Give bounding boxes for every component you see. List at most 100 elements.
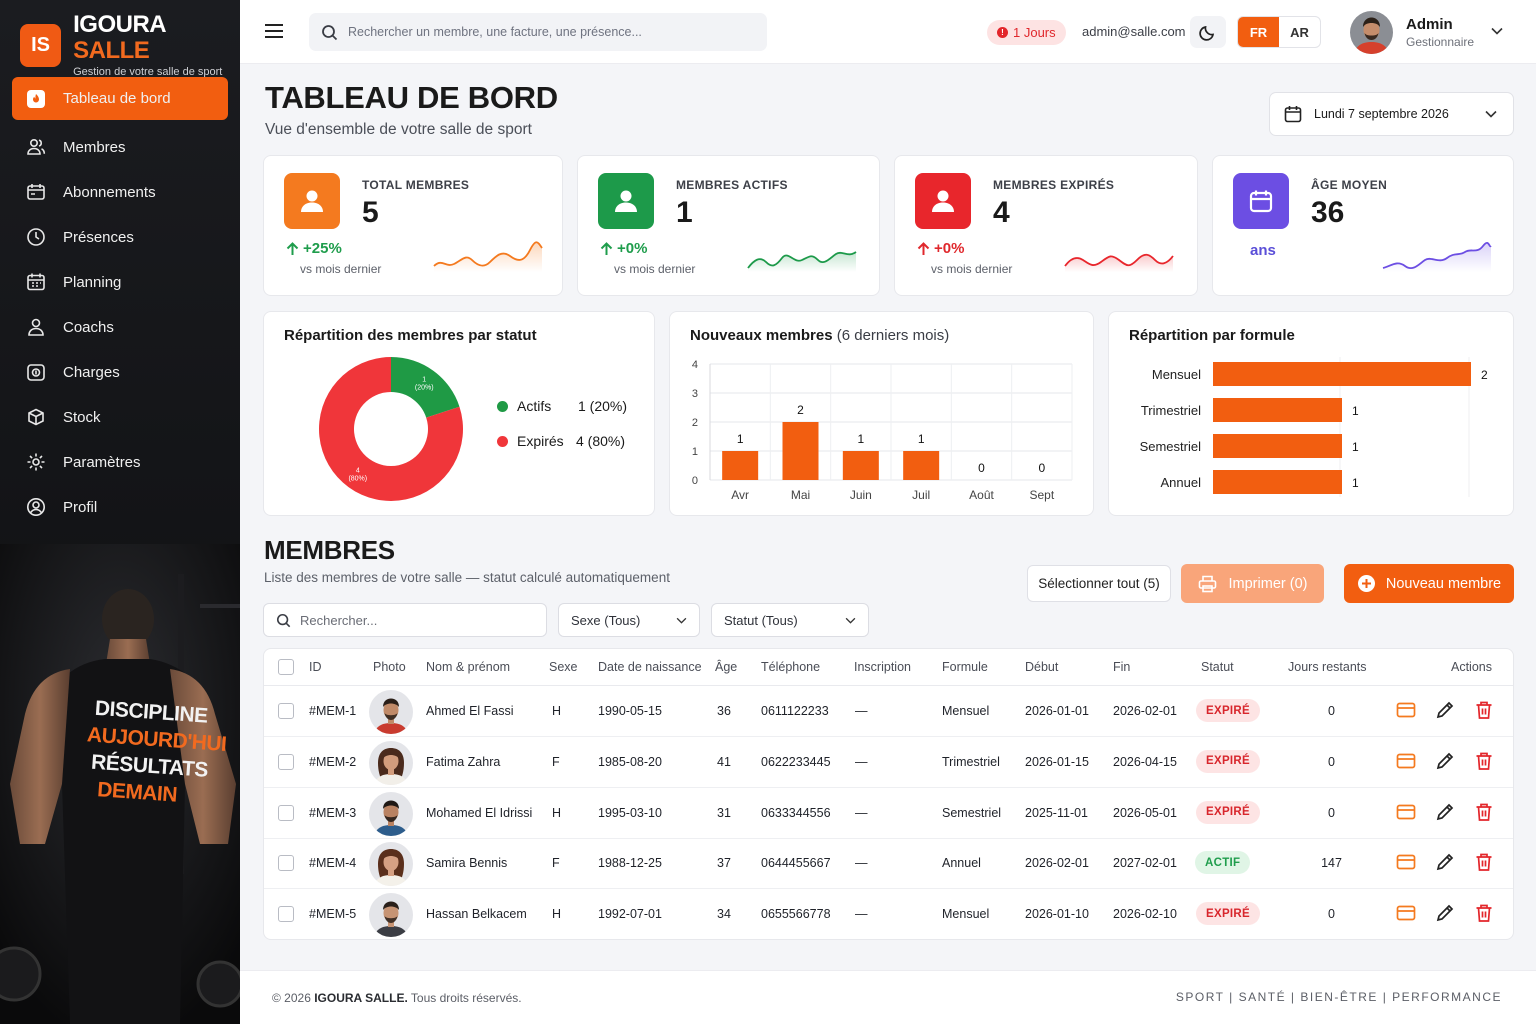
donut-slice-label: 1 (20%): [415, 376, 434, 391]
edit-icon[interactable]: [1435, 751, 1455, 771]
row-checkbox[interactable]: [278, 753, 294, 770]
user-avatar[interactable]: [1350, 11, 1393, 54]
lang-ar-button[interactable]: AR: [1290, 24, 1309, 40]
theme-toggle-button[interactable]: [1190, 16, 1226, 48]
row-checkbox[interactable]: [278, 703, 294, 719]
date-picker[interactable]: Lundi 7 septembre 2026: [1269, 92, 1514, 136]
status-badge: ACTIF: [1195, 851, 1251, 875]
stat-change-value: +25%: [303, 240, 342, 257]
stat-value: 4: [993, 196, 1010, 229]
card-icon[interactable]: [1396, 700, 1416, 720]
new-member-button[interactable]: Nouveau membre: [1344, 564, 1514, 603]
donut-slice-label: 4 (80%): [348, 468, 367, 483]
column-header[interactable]: Fin: [1113, 660, 1131, 674]
horizontal-bar-chart: Mensuel 2 Trimestriel 1 Semestriel 1 Annuel 1: [1140, 357, 1488, 497]
trash-icon[interactable]: [1474, 802, 1494, 822]
lang-fr-button[interactable]: FR: [1238, 17, 1279, 47]
column-header[interactable]: ID: [309, 660, 322, 674]
chevron-down-icon: [1485, 110, 1497, 118]
member-name: Fatima Zahra: [426, 754, 501, 769]
sidebar-item-members[interactable]: Membres: [12, 126, 228, 168]
member-sex: F: [552, 754, 560, 769]
card-icon[interactable]: [1396, 802, 1416, 822]
column-header[interactable]: Formule: [942, 660, 988, 674]
card-icon: [26, 182, 46, 202]
brand[interactable]: IS IGOURA SALLE Gestion de votre salle d…: [20, 12, 240, 78]
dashboard-icon: [26, 89, 46, 109]
column-header[interactable]: Date de naissance: [598, 660, 702, 674]
brand-name-accent: SALLE: [73, 37, 150, 64]
row-checkbox[interactable]: [278, 804, 294, 821]
trash-icon[interactable]: [1474, 852, 1494, 872]
row-checkbox[interactable]: [278, 906, 294, 923]
column-header[interactable]: Âge: [715, 660, 738, 674]
trash-icon[interactable]: [1474, 700, 1494, 720]
column-header[interactable]: Statut: [1201, 660, 1234, 674]
sparkline: [747, 251, 857, 272]
new-member-label: Nouveau membre: [1385, 575, 1502, 592]
legend-value: 4 (80%): [576, 433, 626, 449]
sidebar-item-planning[interactable]: Planning: [12, 261, 228, 303]
edit-icon[interactable]: [1435, 802, 1455, 822]
status-filter-select[interactable]: Statut (Tous): [711, 603, 869, 637]
sidebar-item-stock[interactable]: Stock: [12, 396, 228, 438]
menu-icon[interactable]: [264, 22, 284, 40]
days-remaining-badge[interactable]: ! 1 Jours: [987, 20, 1066, 45]
wallet-icon: [26, 362, 46, 382]
sidebar-nav: Tableau de bord Membres Abonnements Prés…: [12, 77, 228, 531]
member-id: #MEM-2: [309, 754, 357, 769]
edit-icon[interactable]: [1435, 852, 1455, 872]
column-header[interactable]: Inscription: [854, 660, 911, 674]
select-all-button[interactable]: Sélectionner tout (5): [1027, 565, 1171, 602]
sidebar-item-profile[interactable]: Profil: [12, 486, 228, 528]
column-header[interactable]: Sexe: [549, 660, 578, 674]
sidebar-item-charges[interactable]: Charges: [12, 351, 228, 393]
card-icon[interactable]: [1396, 852, 1416, 872]
member-start: 2026-02-01: [1025, 856, 1089, 871]
card-icon[interactable]: [1396, 903, 1416, 923]
legend-label: Expirés: [517, 433, 564, 449]
stat-note: vs mois dernier: [300, 262, 382, 276]
member-search-input[interactable]: Rechercher...: [263, 603, 547, 637]
chevron-down-icon[interactable]: [1491, 27, 1503, 35]
chart-status-card: Répartition des membres par statut 1 (20%…: [263, 311, 655, 516]
trash-icon[interactable]: [1474, 751, 1494, 771]
print-button[interactable]: Imprimer (0): [1181, 564, 1324, 603]
table-row[interactable]: #MEM-4 Samira Bennis F 1988-12-25 37 06444556…: [264, 838, 1513, 890]
sidebar-item-settings[interactable]: Paramètres: [12, 441, 228, 483]
column-header[interactable]: Téléphone: [761, 660, 821, 674]
global-search-input[interactable]: Rechercher un membre, une facture, une p…: [309, 13, 767, 51]
sidebar-item-attendance[interactable]: Présences: [12, 216, 228, 258]
table-row[interactable]: #MEM-5 Hassan Belkacem H 1992-07-01 34 065556…: [264, 889, 1513, 940]
member-age: 41: [717, 754, 731, 769]
trash-icon[interactable]: [1474, 903, 1494, 923]
member-end: 2026-05-01: [1113, 805, 1177, 820]
sidebar-item-label: Tableau de bord: [63, 90, 171, 107]
row-checkbox[interactable]: [278, 855, 294, 872]
table-row[interactable]: #MEM-2 Fatima Zahra F 1985-08-20 41 062223344…: [264, 737, 1513, 788]
y-tick-label: 3: [692, 388, 698, 400]
stat-value: 1: [676, 196, 693, 229]
column-header[interactable]: Jours restants: [1288, 660, 1367, 674]
footer: © 2026 IGOURA SALLE. Tous droits réservé…: [240, 970, 1536, 1024]
sidebar-item-coaches[interactable]: Coachs: [12, 306, 228, 348]
user-icon: [26, 317, 46, 337]
search-placeholder: Rechercher...: [300, 612, 378, 628]
column-header[interactable]: Début: [1025, 660, 1059, 674]
sex-filter-select[interactable]: Sexe (Tous): [558, 603, 700, 637]
edit-icon[interactable]: [1435, 700, 1455, 720]
sidebar-item-dashboard[interactable]: Tableau de bord: [12, 77, 228, 120]
sidebar-item-subscriptions[interactable]: Abonnements: [12, 171, 228, 213]
select-all-checkbox[interactable]: [278, 659, 294, 675]
table-row[interactable]: #MEM-1 Ahmed El Fassi H 1990-05-15 36 0611122…: [264, 686, 1513, 737]
copyright-text: Tous droits réservés.: [410, 991, 522, 1005]
x-tick-label: Mai: [791, 488, 810, 502]
column-header[interactable]: Nom & prénom: [426, 660, 511, 674]
edit-icon[interactable]: [1435, 903, 1455, 923]
card-icon[interactable]: [1396, 751, 1416, 771]
calendar-icon: [1233, 173, 1289, 229]
column-header[interactable]: Photo: [373, 660, 406, 674]
table-row[interactable]: #MEM-3 Mohamed El Idrissi H 1995-03-10 31 063…: [264, 788, 1513, 839]
sidebar-item-label: Présences: [63, 228, 134, 246]
member-phone: 0622233445: [761, 754, 831, 769]
